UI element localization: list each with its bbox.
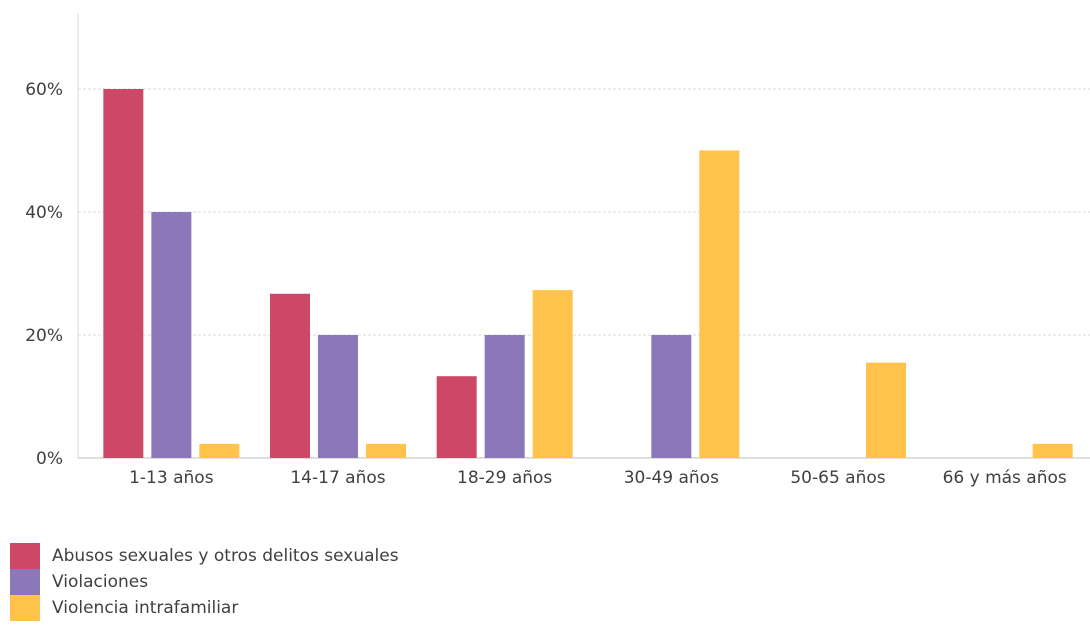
x-tick-label: 14-17 años <box>290 468 385 488</box>
legend-swatch <box>10 569 40 595</box>
legend-swatch <box>10 543 40 569</box>
bar <box>151 212 192 458</box>
x-tick-label: 50-65 años <box>790 468 885 488</box>
bar <box>699 150 740 458</box>
legend-item: Violencia intrafamiliar <box>10 595 399 621</box>
legend-label: Violencia intrafamiliar <box>52 598 239 618</box>
y-tick-label: 20% <box>25 326 63 346</box>
bar <box>318 335 358 458</box>
bar <box>199 443 240 458</box>
bar <box>484 335 525 458</box>
x-tick-label: 18-29 años <box>457 468 552 488</box>
legend-item: Abusos sexuales y otros delitos sexuales <box>10 543 399 569</box>
bar <box>436 376 477 458</box>
legend-label: Violaciones <box>52 572 149 592</box>
bar <box>1032 443 1073 458</box>
x-tick-label: 30-49 años <box>624 468 719 488</box>
bar-chart-plot: 0% 20% 40% 60% 1-13 años 14-17 años 18-29 años… <box>25 14 1090 488</box>
legend-label: Abusos sexuales y otros delitos sexuales <box>52 546 399 566</box>
x-tick-label: 1-13 años <box>129 468 214 488</box>
y-tick-label: 40% <box>25 203 63 223</box>
legend-item: Violaciones <box>10 569 399 595</box>
x-tick-label: 66 y más años <box>943 468 1067 488</box>
bar <box>532 290 573 458</box>
y-tick-label: 0% <box>36 449 63 469</box>
bar <box>270 293 310 458</box>
bar <box>103 89 144 458</box>
bar <box>866 362 906 458</box>
bar <box>366 443 406 458</box>
y-tick-label: 60% <box>25 80 63 100</box>
bar <box>651 335 692 458</box>
legend: Abusos sexuales y otros delitos sexuales… <box>10 543 399 621</box>
legend-swatch <box>10 595 40 621</box>
